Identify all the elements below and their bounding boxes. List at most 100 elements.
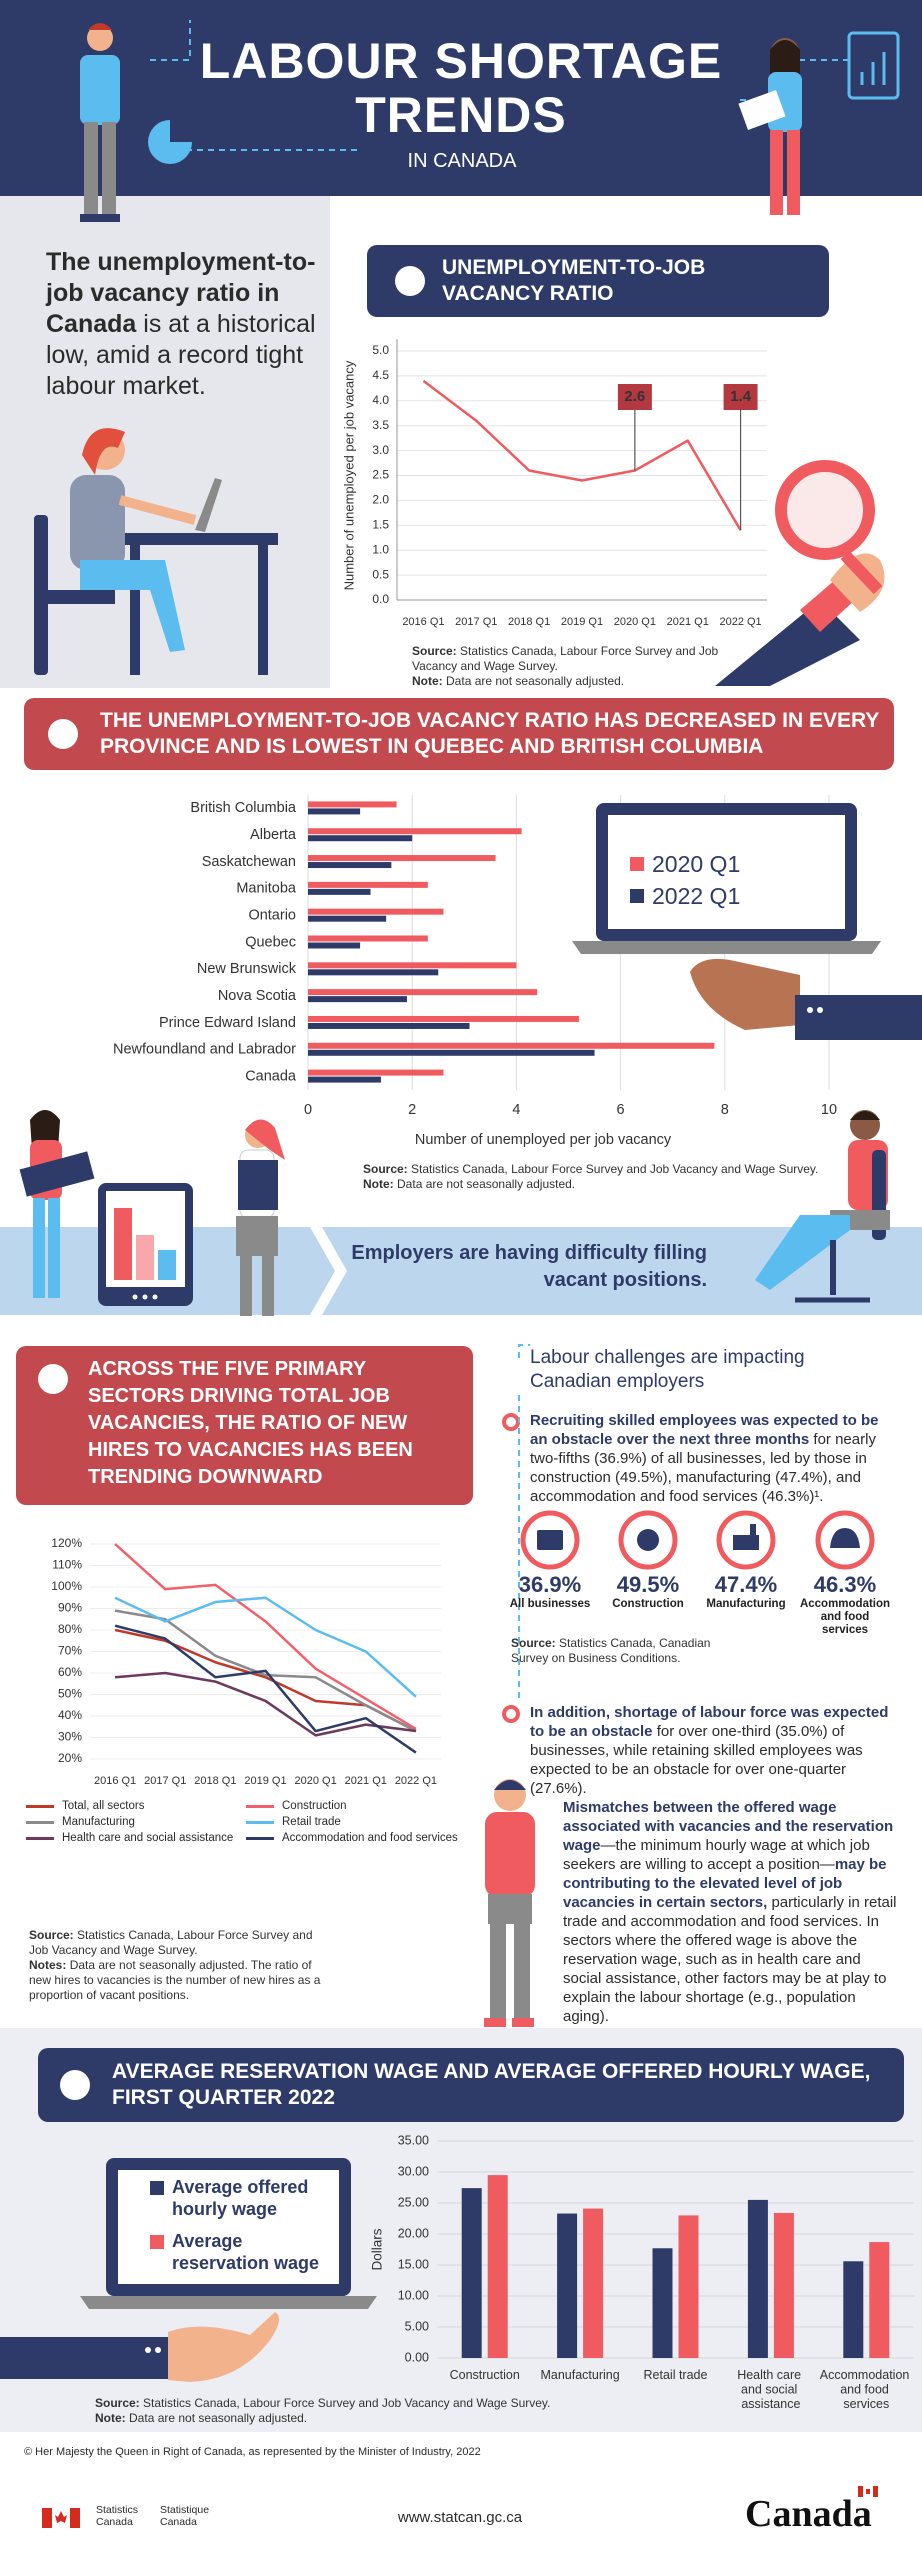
employers-text: Employers are having difficulty filling …	[351, 1242, 707, 1291]
y-tick-label: 4.0	[372, 393, 389, 407]
note-text: Data are not seasonally adjusted.	[397, 1177, 576, 1191]
employers-figures	[19, 1110, 890, 1316]
stat-value: 47.4%	[714, 1572, 778, 1597]
legend-swatch	[26, 1820, 54, 1824]
bar	[308, 1042, 715, 1049]
data-line	[114, 1596, 417, 1698]
bar	[308, 855, 496, 862]
x-tick-label: 10	[821, 1102, 837, 1118]
y-tick-label: 70%	[58, 1644, 82, 1658]
y-tick-label: Prince Edward Island	[159, 1015, 296, 1031]
x-tick-label: 2019 Q1	[244, 1775, 286, 1787]
source-label: Source:	[29, 1928, 74, 1942]
y-tick-label: 35.00	[398, 2133, 429, 2147]
paragraph-segment: particularly in retail trade and accommo…	[563, 1894, 897, 2025]
source-text: Statistics Canada, Labour Force Survey a…	[143, 2396, 551, 2410]
source-text: Statistics Canada, Labour Force Survey a…	[29, 1928, 313, 1957]
data-line	[114, 1624, 417, 1754]
legend-swatch	[246, 1804, 274, 1808]
bar	[308, 1069, 444, 1076]
y-tick-label: Manitoba	[236, 881, 297, 897]
bullet: In addition, shortage of labour force wa…	[530, 1703, 900, 1798]
legend-item: 2020 Q1	[630, 848, 740, 880]
y-tick-label: 4.5	[372, 368, 389, 382]
legend-label: Total, all sectors	[62, 1800, 145, 1812]
bullet: Recruiting skilled employees was expecte…	[530, 1411, 900, 1506]
data-line	[422, 379, 742, 531]
y-tick-label: 15.00	[398, 2257, 429, 2271]
x-tick-label: 0	[304, 1102, 312, 1118]
y-tick-label: Canada	[245, 1068, 297, 1084]
source: Source: Statistics Canada, Labour Force …	[29, 1928, 334, 2003]
legend-swatch	[150, 2181, 164, 2195]
legend-swatch	[150, 2235, 164, 2249]
stat: 47.4% Manufacturing	[698, 1572, 794, 1611]
note-label: Notes:	[29, 1958, 67, 1972]
source-text: Statistics Canada, Labour Force Survey a…	[411, 1162, 819, 1176]
y-tick-label: Newfoundland and Labrador	[113, 1042, 296, 1058]
agency-en: Statistics Canada	[96, 2504, 139, 2528]
legend: 2020 Q1 2022 Q1	[630, 848, 740, 912]
challenges-heading: Labour challenges are impacting Canadian…	[530, 1347, 805, 1392]
bar	[583, 2208, 604, 2358]
y-tick-label: 3.5	[372, 418, 389, 432]
bar	[652, 2248, 673, 2358]
x-tick-label: 6	[617, 1102, 625, 1118]
pie-icon	[148, 120, 192, 164]
legend-swatch	[630, 889, 644, 903]
x-tick-label: 2022 Q1	[395, 1775, 437, 1787]
y-tick-label: Quebec	[245, 934, 296, 950]
y-tick-label: 5.00	[405, 2319, 429, 2333]
stat: 36.9% All businesses	[502, 1572, 598, 1611]
bar	[308, 935, 428, 942]
bar	[308, 862, 392, 869]
legend-swatch	[630, 857, 644, 871]
bar	[461, 2188, 482, 2358]
bar	[308, 969, 439, 976]
bar	[308, 801, 397, 808]
y-tick-label: 2.5	[372, 468, 389, 482]
legend-item: 2022 Q1	[630, 880, 740, 912]
x-tick-label: Health care and social assistance	[737, 2368, 804, 2411]
intro-bold: The unemployment-to-job vacancy ratio in…	[46, 248, 316, 338]
bar	[557, 2213, 578, 2358]
x-axis-label: Number of unemployed per job vacancy	[415, 1132, 672, 1148]
bar	[869, 2242, 890, 2358]
y-tick-label: 25.00	[398, 2195, 429, 2209]
subtitle: IN CANADA	[407, 150, 517, 172]
legend-label: Manufacturing	[62, 1816, 135, 1828]
bar	[308, 888, 371, 895]
stat-value: 36.9%	[518, 1572, 582, 1597]
stat-label: Accommodation and food services	[799, 1598, 891, 1636]
bullet-text: for over one-third (35.0%) of businesses…	[530, 1723, 863, 1797]
y-tick-label: 40%	[58, 1708, 82, 1722]
source-label: Source:	[511, 1636, 556, 1650]
magnifier	[715, 460, 885, 686]
legend-label: Average reservation wage	[172, 2231, 320, 2273]
stat: 46.3% Accommodation and food services	[797, 1572, 893, 1637]
title-line: LABOUR SHORTAGE	[199, 33, 723, 89]
laptop-legend-frame-2	[0, 2158, 377, 2382]
banner-title: ACROSS THE FIVE PRIMARY SECTORS DRIVING …	[88, 1358, 413, 1488]
chart-icon	[847, 31, 900, 100]
bar	[747, 2199, 768, 2358]
y-tick-label: 1.0	[372, 542, 389, 556]
woman-at-desk	[34, 428, 278, 675]
y-tick-label: 80%	[58, 1622, 82, 1636]
x-tick-label: 2017 Q1	[455, 616, 497, 628]
paragraph-segment: —the minimum hourly wage at which job se…	[563, 1837, 870, 1873]
bar	[308, 881, 428, 888]
bar	[843, 2261, 864, 2358]
source-label: Source:	[412, 644, 457, 658]
x-tick-label: 2020 Q1	[295, 1775, 337, 1787]
y-tick-label: 30%	[58, 1730, 82, 1744]
x-tick-label: 2021 Q1	[667, 616, 709, 628]
legend-swatch	[26, 1804, 54, 1808]
y-tick-label: British Columbia	[190, 800, 296, 816]
stat-label: Manufacturing	[706, 1598, 786, 1610]
source-text: Statistics Canada, Labour Force Survey a…	[412, 644, 719, 673]
source-label: Source:	[363, 1162, 408, 1176]
laptop-legend-frame	[572, 803, 922, 1040]
agency-fr: Statistique Canada	[160, 2504, 210, 2528]
